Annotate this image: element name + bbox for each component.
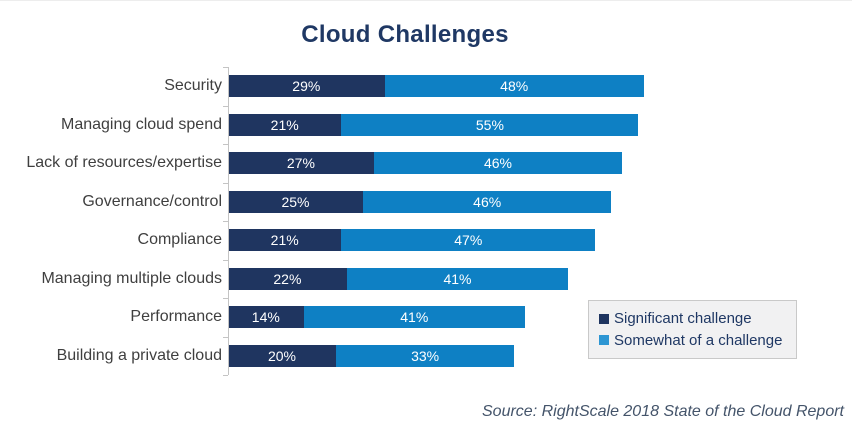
axis-tick bbox=[223, 336, 228, 338]
category-label: Governance/control bbox=[82, 192, 222, 210]
axis-tick bbox=[223, 221, 228, 222]
legend-label-somewhat: Somewhat of a challenge bbox=[614, 331, 783, 349]
category-label: Performance bbox=[130, 308, 222, 326]
legend-item-somewhat: Somewhat of a challenge bbox=[599, 332, 786, 349]
bar-segment-somewhat: 46% bbox=[363, 190, 612, 213]
bar-segment-significant: 29% bbox=[228, 75, 385, 98]
axis-tick bbox=[223, 259, 228, 261]
bar-row: Security 29% 48% bbox=[10, 67, 768, 106]
axis-tick bbox=[223, 182, 228, 184]
legend-marker-significant-icon bbox=[599, 313, 609, 324]
legend-label-significant: Significant challenge bbox=[614, 310, 752, 328]
bar-segment-significant: 27% bbox=[228, 152, 374, 175]
bar-segment-somewhat: 41% bbox=[346, 267, 569, 290]
bar-track: 21% 55% bbox=[228, 113, 768, 136]
source-caption: Source: RightScale 2018 State of the Clo… bbox=[482, 403, 844, 420]
axis-tick bbox=[223, 298, 228, 299]
bar-segment-somewhat: 47% bbox=[341, 229, 596, 252]
bar-segment-significant: 21% bbox=[228, 229, 342, 252]
axis-tick bbox=[223, 67, 228, 68]
bar-segment-significant: 20% bbox=[228, 344, 336, 367]
axis-tick bbox=[223, 375, 228, 376]
bar-segment-somewhat: 55% bbox=[341, 113, 639, 136]
axis-tick bbox=[223, 144, 228, 145]
chart-title: Cloud Challenges bbox=[301, 21, 509, 48]
axis-tick bbox=[223, 105, 228, 107]
bar-segment-somewhat: 41% bbox=[303, 306, 525, 329]
bar-segment-significant: 21% bbox=[228, 113, 342, 136]
bar-track: 14% 41% bbox=[228, 306, 768, 329]
category-label: Lack of resources/expertise bbox=[26, 154, 222, 172]
bar-track: 21% 47% bbox=[228, 229, 768, 252]
y-axis-line bbox=[223, 67, 229, 376]
bar-row: Building a private cloud 20% 33% bbox=[10, 337, 768, 376]
category-label: Building a private cloud bbox=[56, 346, 222, 364]
bar-row: Governance/control 25% 46% bbox=[10, 183, 768, 222]
bar-segment-somewhat: 48% bbox=[384, 75, 644, 98]
legend-marker-somewhat-icon bbox=[599, 335, 609, 346]
bar-segment-significant: 14% bbox=[228, 306, 304, 329]
bar-track: 27% 46% bbox=[228, 152, 768, 175]
bar-row: Managing cloud spend 21% 55% bbox=[10, 106, 768, 145]
category-label: Compliance bbox=[137, 231, 222, 249]
category-label: Managing cloud spend bbox=[60, 115, 222, 133]
bar-segment-somewhat: 33% bbox=[336, 344, 515, 367]
category-label: Managing multiple clouds bbox=[41, 269, 222, 287]
bar-row: Compliance 21% 47% bbox=[10, 221, 768, 260]
bar-track: 29% 48% bbox=[228, 75, 768, 98]
bar-row: Performance 14% 41% bbox=[10, 298, 768, 337]
bar-row: Lack of resources/expertise 27% 46% bbox=[10, 144, 768, 183]
category-label: Security bbox=[164, 77, 222, 95]
legend-item-significant: Significant challenge bbox=[599, 310, 786, 327]
bar-track: 20% 33% bbox=[228, 344, 768, 367]
bar-track: 25% 46% bbox=[228, 190, 768, 213]
bar-row: Managing multiple clouds 22% 41% bbox=[10, 260, 768, 299]
bar-segment-significant: 25% bbox=[228, 190, 363, 213]
bar-segment-significant: 22% bbox=[228, 267, 347, 290]
legend-box: Significant challenge Somewhat of a chal… bbox=[588, 300, 797, 359]
bar-rows: Security 29% 48% Managing cloud spend 21% 55%… bbox=[10, 67, 768, 375]
bar-segment-somewhat: 46% bbox=[373, 152, 623, 175]
bar-track: 22% 41% bbox=[228, 267, 768, 290]
